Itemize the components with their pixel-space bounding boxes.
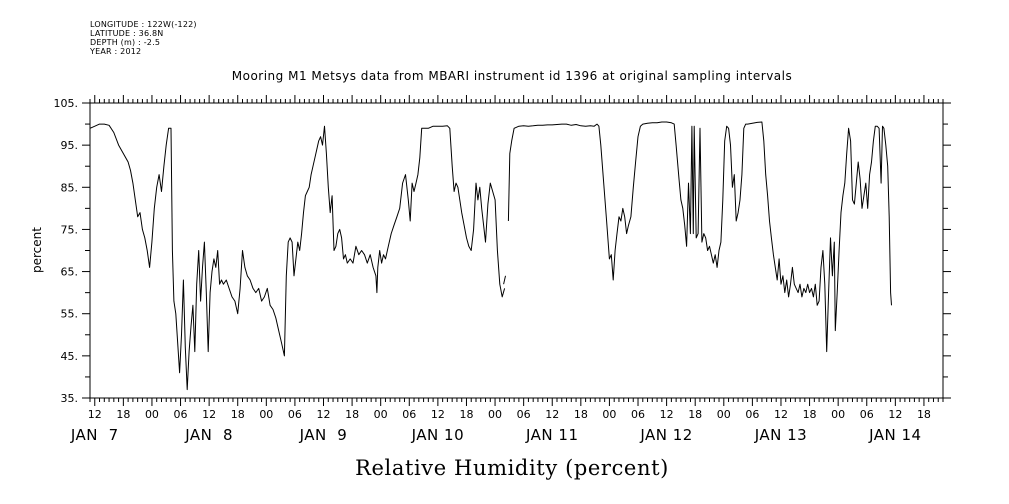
x-hour-label: 00 — [488, 408, 502, 421]
y-axis-label: percent — [30, 227, 44, 273]
x-day-label: JAN 11 — [525, 426, 579, 444]
x-hour-label: 18 — [917, 408, 931, 421]
x-hour-label: 12 — [88, 408, 102, 421]
series-line — [503, 275, 506, 285]
y-tick-label: 75. — [61, 223, 79, 236]
x-hour-label: 12 — [888, 408, 902, 421]
depth-label: DEPTH (m) : -2.5 — [90, 38, 161, 47]
x-hour-label: 00 — [717, 408, 731, 421]
x-hour-label: 00 — [831, 408, 845, 421]
y-axis: 35. 45. 55. 65. 75. 85. 95. 105. — [54, 97, 951, 405]
x-hour-label: 06 — [402, 408, 416, 421]
x-hour-label: 12 — [660, 408, 674, 421]
series-line — [89, 123, 506, 391]
chart-title: Mooring M1 Metsys data from MBARI instru… — [232, 69, 793, 83]
x-day-label: JAN 10 — [411, 426, 465, 444]
x-hour-label: 06 — [174, 408, 188, 421]
x-day-label: JAN 12 — [639, 426, 693, 444]
x-hour-label: 12 — [317, 408, 331, 421]
x-day-label: JAN 9 — [299, 426, 348, 444]
x-hour-label: 00 — [145, 408, 159, 421]
y-tick-label: 35. — [61, 392, 79, 405]
series-line — [507, 121, 892, 353]
year-label: YEAR : 2012 — [90, 47, 142, 56]
x-day-label: JAN 7 — [70, 426, 119, 444]
x-hour-label: 06 — [860, 408, 874, 421]
y-tick-label: 105. — [54, 97, 79, 110]
x-hour-label: 18 — [803, 408, 817, 421]
x-day-label: JAN 8 — [184, 426, 233, 444]
x-hour-label: 06 — [517, 408, 531, 421]
x-hour-label: 18 — [459, 408, 473, 421]
x-hour-label: 18 — [116, 408, 130, 421]
y-tick-label: 85. — [61, 181, 79, 194]
x-hour-label: 12 — [774, 408, 788, 421]
series-group — [89, 121, 892, 391]
x-hour-label: 06 — [631, 408, 645, 421]
x-hour-label: 18 — [345, 408, 359, 421]
longitude-label: LONGITUDE : 122W(-122) — [90, 20, 197, 29]
x-hour-label: 18 — [574, 408, 588, 421]
x-hour-label: 00 — [602, 408, 616, 421]
x-hour-label: 00 — [259, 408, 273, 421]
header-meta: LONGITUDE : 122W(-122) LATITUDE : 36.8N … — [90, 20, 197, 56]
latitude-label: LATITUDE : 36.8N — [90, 29, 164, 38]
x-hour-label: 18 — [688, 408, 702, 421]
x-day-label: JAN 14 — [868, 426, 922, 444]
x-hour-label: 12 — [202, 408, 216, 421]
x-hour-label: 18 — [231, 408, 245, 421]
x-hour-label: 00 — [374, 408, 388, 421]
x-axis-title: Relative Humidity (percent) — [355, 456, 669, 480]
x-hour-label: 06 — [745, 408, 759, 421]
x-hour-label: 06 — [288, 408, 302, 421]
y-tick-label: 65. — [61, 266, 79, 279]
x-hour-label: 12 — [431, 408, 445, 421]
x-day-label: JAN 13 — [754, 426, 808, 444]
y-tick-label: 55. — [61, 308, 79, 321]
x-axis: 12 18 00 06 12 18 00 06 12 18 00 06 12 18 00 06 12 18 00 06… — [70, 95, 944, 444]
x-hour-label: 12 — [545, 408, 559, 421]
y-tick-label: 95. — [61, 139, 79, 152]
y-tick-label: 45. — [61, 350, 79, 363]
